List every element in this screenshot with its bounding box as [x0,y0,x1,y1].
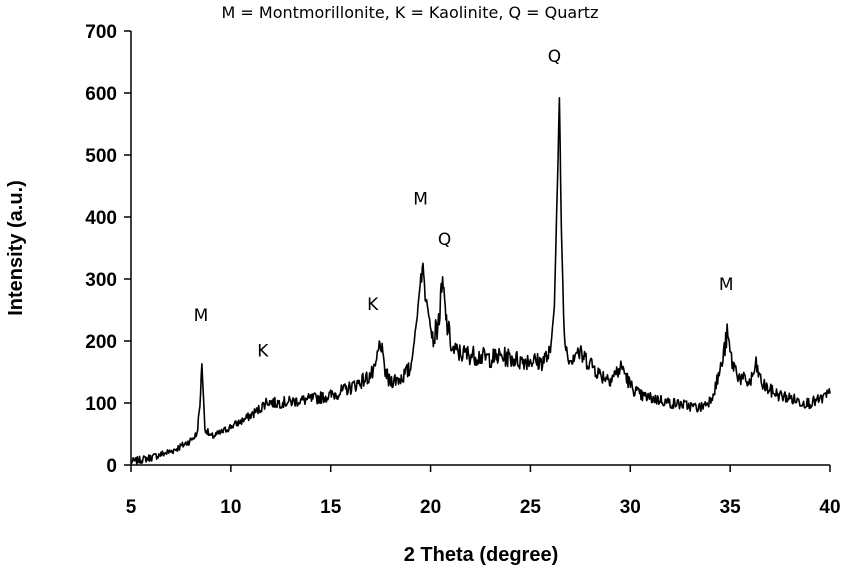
y-tick-label: 500 [85,146,117,167]
peak-label: Q [548,47,561,67]
x-tick-label: 5 [126,497,137,518]
peak-label: Q [438,230,451,250]
peak-label: M [413,190,428,210]
x-tick-label: 15 [320,497,342,518]
peak-label: K [257,342,269,362]
peak-label: K [367,295,379,315]
peak-label: M [719,275,734,295]
series-line-0 [130,97,831,465]
y-tick-label: 0 [106,456,117,477]
chart-subtitle: M = Montmorillonite, K = Kaolinite, Q = … [222,3,599,22]
x-axis-title: 2 Theta (degree) [404,544,558,566]
y-tick-label: 600 [85,84,117,105]
x-tick-label: 20 [420,497,441,518]
x-tick-label: 30 [620,497,641,518]
plot-area [130,97,831,465]
y-tick-label: 400 [85,208,117,229]
x-tick-label: 35 [720,497,742,518]
x-tick-label: 25 [520,497,542,518]
x-tick-label: 40 [819,497,840,518]
y-tick-label: 200 [85,332,117,353]
y-tick-label: 700 [85,22,117,43]
y-tick-label: 100 [85,394,117,415]
y-tick-label: 300 [85,270,117,291]
x-tick-label: 10 [220,497,241,518]
peak-label: M [194,306,209,326]
y-axis-title: Intensity (a.u.) [5,180,27,316]
x-axis: 5 10 15 20 25 30 35 40 [126,464,841,518]
y-axis: 0 100 200 300 400 500 600 700 [85,22,132,477]
